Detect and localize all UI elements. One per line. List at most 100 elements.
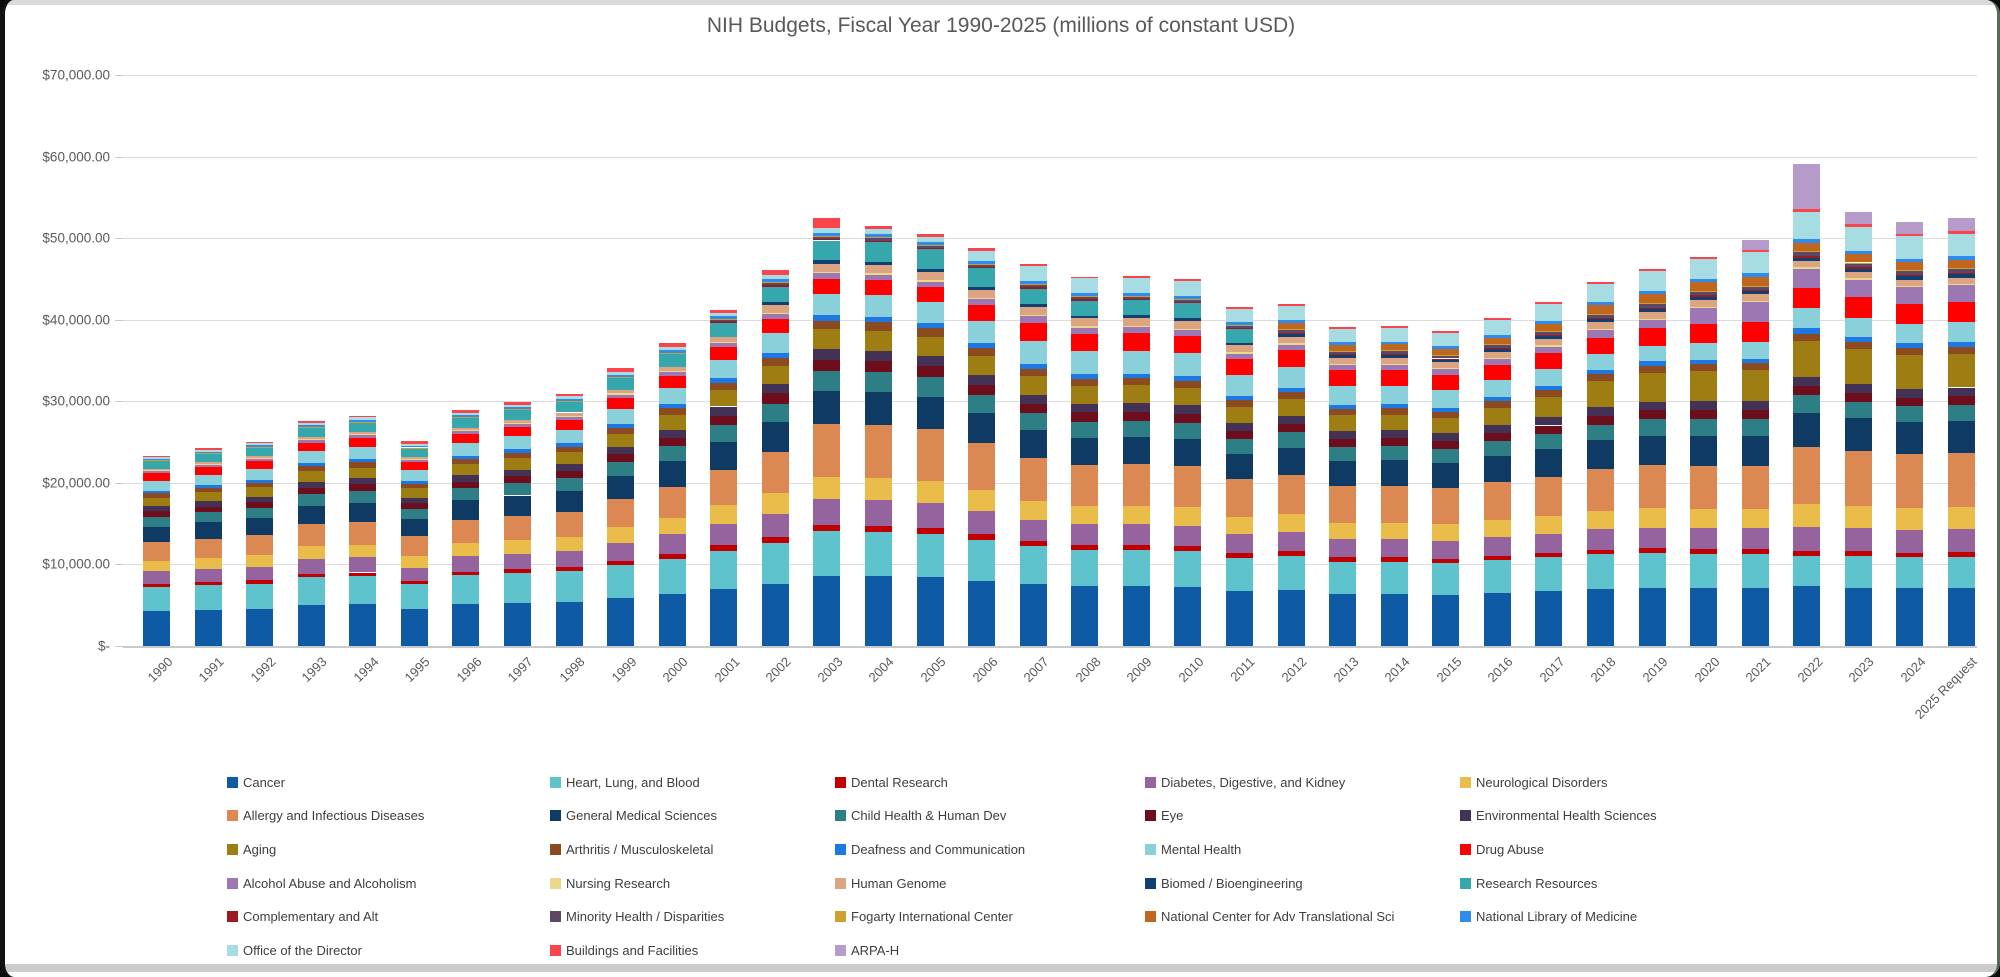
segment-2022-fogarty-international-center [1793,251,1821,252]
segment-2014-alcohol-abuse-and-alcoholism [1380,364,1408,371]
segment-1994-general-medical-sciences [349,502,377,522]
segment-2006-research-resources [968,268,996,287]
bar-2011 [1225,0,1253,646]
bar-1990 [143,0,170,646]
segment-2006-aging [968,356,996,375]
legend-swatch-arthritis-musculoskeletal [550,843,561,855]
segment-1991-national-library-of-medicine [194,451,222,454]
segment-2025-request-national-center-for-adv-translational-sci [1947,260,1975,269]
segment-2001-dental-research [710,545,738,551]
segment-2003-minority-health-disparities [813,236,841,239]
segment-1991-heart-lung-and-blood [194,585,222,610]
segment-2009-national-library-of-medicine [1122,292,1150,296]
segment-2000-deafness-and-communication [658,404,686,409]
bar-2022 [1793,0,1821,646]
segment-2013-general-medical-sciences [1329,460,1357,487]
segment-2012-buildings-and-facilities [1277,304,1305,306]
segment-2001-alcohol-abuse-and-alcoholism [710,342,738,348]
segment-2013-biomed-bioengineering [1329,355,1357,358]
segment-1996-nursing-research [452,430,480,432]
segment-2015-complementary-and-alt [1432,358,1460,360]
segment-2012-aging [1277,398,1305,416]
segment-1997-diabetes-digestive-and-kidney [503,553,531,570]
segment-1994-neurological-disorders [349,544,377,558]
segment-2020-heart-lung-and-blood [1690,553,1718,589]
segment-1998-child-health-human-dev [555,478,583,491]
segment-2022-biomed-bioengineering [1793,257,1821,261]
segment-2014-child-health-human-dev [1380,445,1408,461]
segment-1999-cancer [607,597,635,646]
segment-2006-alcohol-abuse-and-alcoholism [968,299,996,305]
segment-2018-cancer [1586,588,1614,646]
segment-2019-aging [1638,373,1666,402]
segment-1993-research-resources [297,427,325,437]
segment-2004-dental-research [864,525,892,532]
segment-2013-environmental-health-sciences [1329,430,1357,439]
segment-2006-complementary-and-alt [968,266,996,269]
segment-1999-national-library-of-medicine [607,374,635,377]
segment-2024-arpa-h [1896,222,1924,234]
segment-2009-aging [1122,385,1150,404]
segment-2024-child-health-human-dev [1896,406,1924,423]
segment-2022-national-library-of-medicine [1793,238,1821,243]
segment-1997-allergy-and-infectious-diseases [503,515,531,541]
segment-2001-general-medical-sciences [710,441,738,470]
legend-swatch-human-genome [835,877,846,889]
segment-2005-child-health-human-dev [916,377,944,397]
segment-1999-environmental-health-sciences [607,446,635,455]
segment-2005-dental-research [916,528,944,534]
segment-2019-heart-lung-and-blood [1638,553,1666,589]
segment-2017-nursing-research [1535,345,1563,347]
segment-2011-dental-research [1225,553,1253,558]
segment-2008-dental-research [1071,545,1099,551]
segment-2000-research-resources [658,354,686,368]
segment-1994-drug-abuse [349,438,377,447]
segment-2020-general-medical-sciences [1690,435,1718,466]
segment-2022-dental-research [1793,551,1821,557]
segment-1994-aging [349,467,377,479]
legend-label: Arthritis / Musculoskeletal [566,841,714,857]
segment-1999-arthritis-musculoskeletal [607,427,635,434]
segment-2011-fogarty-international-center [1225,324,1253,326]
segment-2005-biomed-bioengineering [916,269,944,273]
segment-2007-national-library-of-medicine [1019,281,1047,285]
segment-2006-diabetes-digestive-and-kidney [968,510,996,535]
segment-2010-diabetes-digestive-and-kidney [1174,525,1202,547]
segment-2015-cancer [1432,594,1460,646]
segment-1998-aging [555,452,583,464]
legend-swatch-environmental-health-sciences [1460,810,1471,822]
segment-2004-nursing-research [864,273,892,275]
segment-2024-aging [1896,355,1924,390]
segment-2000-arthritis-musculoskeletal [658,408,686,415]
segment-2024-alcohol-abuse-and-alcoholism [1896,287,1924,305]
segment-1995-heart-lung-and-blood [400,584,428,610]
segment-2020-aging [1690,371,1718,402]
segment-1995-environmental-health-sciences [400,497,428,504]
legend-item-heart-lung-and-blood: Heart, Lung, and Blood [550,774,700,790]
segment-2017-eye [1535,425,1563,434]
segment-1991-child-health-human-dev [194,512,222,523]
segment-2011-general-medical-sciences [1225,454,1253,479]
segment-2002-diabetes-digestive-and-kidney [761,513,789,538]
segment-2002-arthritis-musculoskeletal [761,357,789,366]
segment-2014-allergy-and-infectious-diseases [1380,485,1408,523]
segment-2025-request-alcohol-abuse-and-alcoholism [1947,285,1975,303]
segment-2018-mental-health [1586,353,1614,370]
segment-2022-aging [1793,341,1821,378]
segment-1995-deafness-and-communication [400,480,428,484]
segment-1990-neurological-disorders [143,560,170,572]
segment-2005-environmental-health-sciences [916,356,944,367]
segment-2006-eye [968,384,996,395]
segment-1993-human-genome [297,436,325,439]
segment-2010-arthritis-musculoskeletal [1174,380,1202,388]
segment-2025-request-nursing-research [1947,283,1975,286]
segment-2003-cancer [813,575,841,646]
segment-2025-request-environmental-health-sciences [1947,387,1975,396]
segment-2016-deafness-and-communication [1483,397,1511,402]
segment-2018-environmental-health-sciences [1586,407,1614,416]
legend-label: National Library of Medicine [1476,909,1638,925]
segment-2011-buildings-and-facilities [1225,306,1253,309]
segment-2010-drug-abuse [1174,336,1202,354]
segment-2021-human-genome [1741,294,1769,302]
segment-2011-deafness-and-communication [1225,395,1253,401]
